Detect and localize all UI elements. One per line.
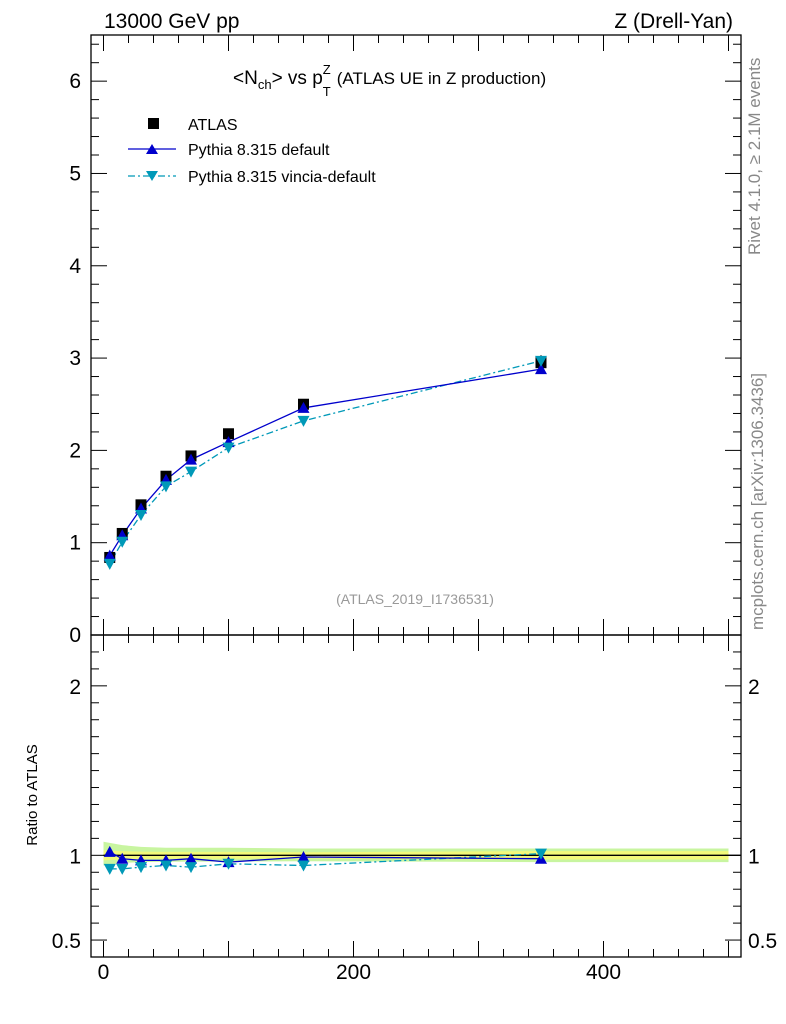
vincia-point [103, 558, 116, 570]
chart-title: <Nch> vs pZ T (ATLAS UE in Z production) [233, 62, 546, 99]
legend-marker-atlas [148, 118, 159, 129]
legend-marker-default [146, 144, 158, 154]
ratio-ytick-label-right: 1 [748, 845, 760, 868]
vincia-point [535, 355, 547, 367]
vincia-point [297, 415, 310, 427]
ratio-vincia-point [297, 860, 310, 872]
main-panel: 0 1 2 3 4 5 6 <Nch> vs pZ T (ATLAS UE in Z produ… [69, 34, 742, 647]
ratio-vincia-point [222, 858, 235, 870]
legend: ATLAS Pythia 8.315 default Pythia 8.315 … [128, 117, 376, 186]
title-vs-p: > vs p [272, 68, 323, 89]
vincia-point [116, 536, 129, 548]
main-ticks [91, 35, 741, 636]
ratio-ytick-label-right: 0.5 [748, 930, 777, 953]
ratio-ticks [91, 634, 741, 957]
atlas-point [223, 428, 234, 440]
title-lt-n: <N [233, 68, 258, 89]
main-ytick-label: 0 [69, 624, 81, 647]
main-ytick-label: 5 [69, 162, 81, 185]
ratio-ytick-label-left: 2 [69, 676, 81, 699]
mcplots-label: mcplots.cern.ch [arXiv:1306.3436] [748, 373, 767, 630]
ratio-ytick-label-left: 0.5 [52, 930, 81, 953]
ratio-frame [90, 634, 742, 958]
ratio-vincia-point [160, 860, 172, 872]
main-ytick-label: 6 [69, 70, 81, 93]
title-z: Z [323, 62, 331, 77]
xtick-label: 200 [336, 961, 371, 984]
main-ytick-label: 2 [69, 439, 81, 462]
main-ytick-label: 3 [69, 347, 81, 370]
ratio-default-point [185, 852, 197, 864]
vincia-point [160, 481, 172, 493]
vincia-point [222, 442, 235, 454]
ratio-panel: 0.5 0.5 1 1 2 2 Ratio to ATLAS [24, 634, 777, 958]
ratio-vincia-point [103, 863, 116, 875]
ratio-default-point [116, 852, 129, 864]
legend-marker-vincia [146, 171, 158, 181]
legend-label-vincia: Pythia 8.315 vincia-default [188, 169, 376, 186]
ratio-vincia-point [185, 862, 197, 874]
title-t: T [323, 84, 331, 99]
analysis-label: (ATLAS_2019_I1736531) [336, 591, 494, 607]
ratio-default-point [297, 851, 310, 863]
series-line-vincia [109, 360, 542, 565]
xtick-label: 0 [98, 961, 110, 984]
header-left: 13000 GeV pp [104, 10, 239, 33]
vincia-point [135, 510, 147, 521]
default-point [297, 401, 310, 413]
series-line-default [109, 368, 542, 556]
vincia-point [185, 466, 197, 478]
default-point [535, 363, 547, 375]
ratio-default-point [103, 845, 116, 857]
ratio-vincia-point [135, 862, 147, 874]
title-rest: (ATLAS UE in Z production) [337, 69, 546, 88]
title-ch: ch [258, 77, 272, 92]
main-ytick-label: 4 [69, 255, 81, 278]
ratio-ylabel: Ratio to ATLAS [24, 744, 41, 845]
header-right: Z (Drell-Yan) [614, 10, 733, 33]
ratio-vincia-point [535, 848, 547, 860]
default-point [185, 453, 197, 465]
ratio-ytick-label-right: 2 [748, 676, 760, 699]
default-point [103, 549, 116, 561]
legend-label-atlas: ATLAS [188, 117, 238, 134]
legend-label-default: Pythia 8.315 default [188, 142, 330, 159]
rivet-label: Rivet 4.1.0, ≥ 2.1M events [745, 58, 764, 255]
ratio-vincia-point [116, 863, 129, 875]
main-ytick-label: 1 [69, 532, 81, 555]
xtick-label: 400 [586, 961, 621, 984]
ratio-ytick-label-left: 1 [69, 845, 81, 868]
